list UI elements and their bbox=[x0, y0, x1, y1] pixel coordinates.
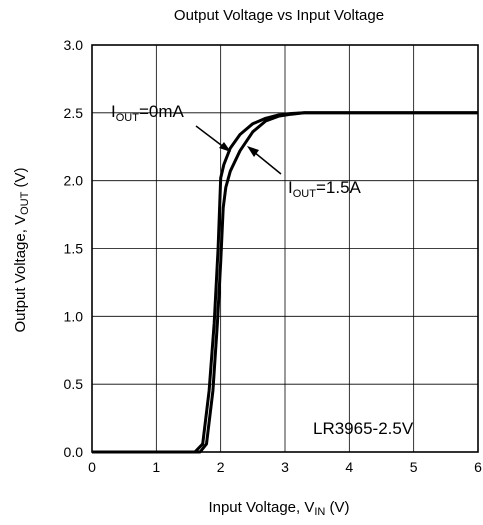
y-tick-label: 3.0 bbox=[64, 37, 84, 53]
label-1-5a-suffix: =1.5A bbox=[316, 178, 362, 197]
series-lines bbox=[92, 111, 478, 454]
x-tick-label: 4 bbox=[345, 459, 353, 475]
x-tick-label: 3 bbox=[281, 459, 289, 475]
label-iout-1-5a: IOUT=1.5A bbox=[288, 178, 362, 200]
x-label-sub: IN bbox=[314, 506, 325, 518]
y-axis-ticks: 0.0 0.5 1.0 1.5 2.0 2.5 3.0 bbox=[64, 37, 84, 460]
x-label-prefix: Input Voltage, V bbox=[208, 499, 314, 516]
x-tick-label: 1 bbox=[152, 459, 160, 475]
y-tick-label: 0.0 bbox=[64, 444, 84, 460]
arrow-0ma bbox=[195, 125, 231, 152]
part-number-annotation: LR3965-2.5V bbox=[313, 419, 414, 438]
label-0ma-sub: OUT bbox=[116, 112, 140, 124]
plot-frame bbox=[91, 44, 479, 453]
x-tick-label: 5 bbox=[410, 459, 418, 475]
label-1-5a-sub: OUT bbox=[293, 188, 317, 200]
x-label-suffix: (V) bbox=[325, 499, 349, 516]
x-tick-label: 6 bbox=[474, 459, 482, 475]
y-tick-label: 2.5 bbox=[64, 105, 84, 121]
y-tick-label: 2.0 bbox=[64, 173, 84, 189]
y-label-prefix: Output Voltage, V bbox=[12, 215, 29, 333]
y-tick-label: 1.0 bbox=[64, 308, 84, 324]
y-tick-label: 1.5 bbox=[64, 241, 84, 257]
y-tick-label: 0.5 bbox=[64, 376, 84, 392]
chart-title: Output Voltage vs Input Voltage bbox=[174, 7, 384, 24]
arrow-1-5a bbox=[247, 146, 282, 175]
label-1-5a-prefix: I bbox=[288, 178, 293, 197]
series-line-1-5a bbox=[92, 111, 478, 454]
x-axis-label: Input Voltage, VIN (V) bbox=[208, 499, 349, 518]
y-label-suffix: (V) bbox=[12, 168, 29, 192]
label-0ma-prefix: I bbox=[111, 102, 116, 121]
label-0ma-suffix: =0mA bbox=[139, 102, 185, 121]
label-iout-0ma: IOUT=0mA bbox=[111, 102, 185, 124]
x-tick-label: 2 bbox=[217, 459, 225, 475]
y-label-sub: OUT bbox=[19, 191, 31, 215]
y-axis-label: Output Voltage, VOUT (V) bbox=[12, 168, 31, 333]
x-axis-ticks: 0 1 2 3 4 5 6 bbox=[88, 459, 482, 475]
x-tick-label: 0 bbox=[88, 459, 96, 475]
